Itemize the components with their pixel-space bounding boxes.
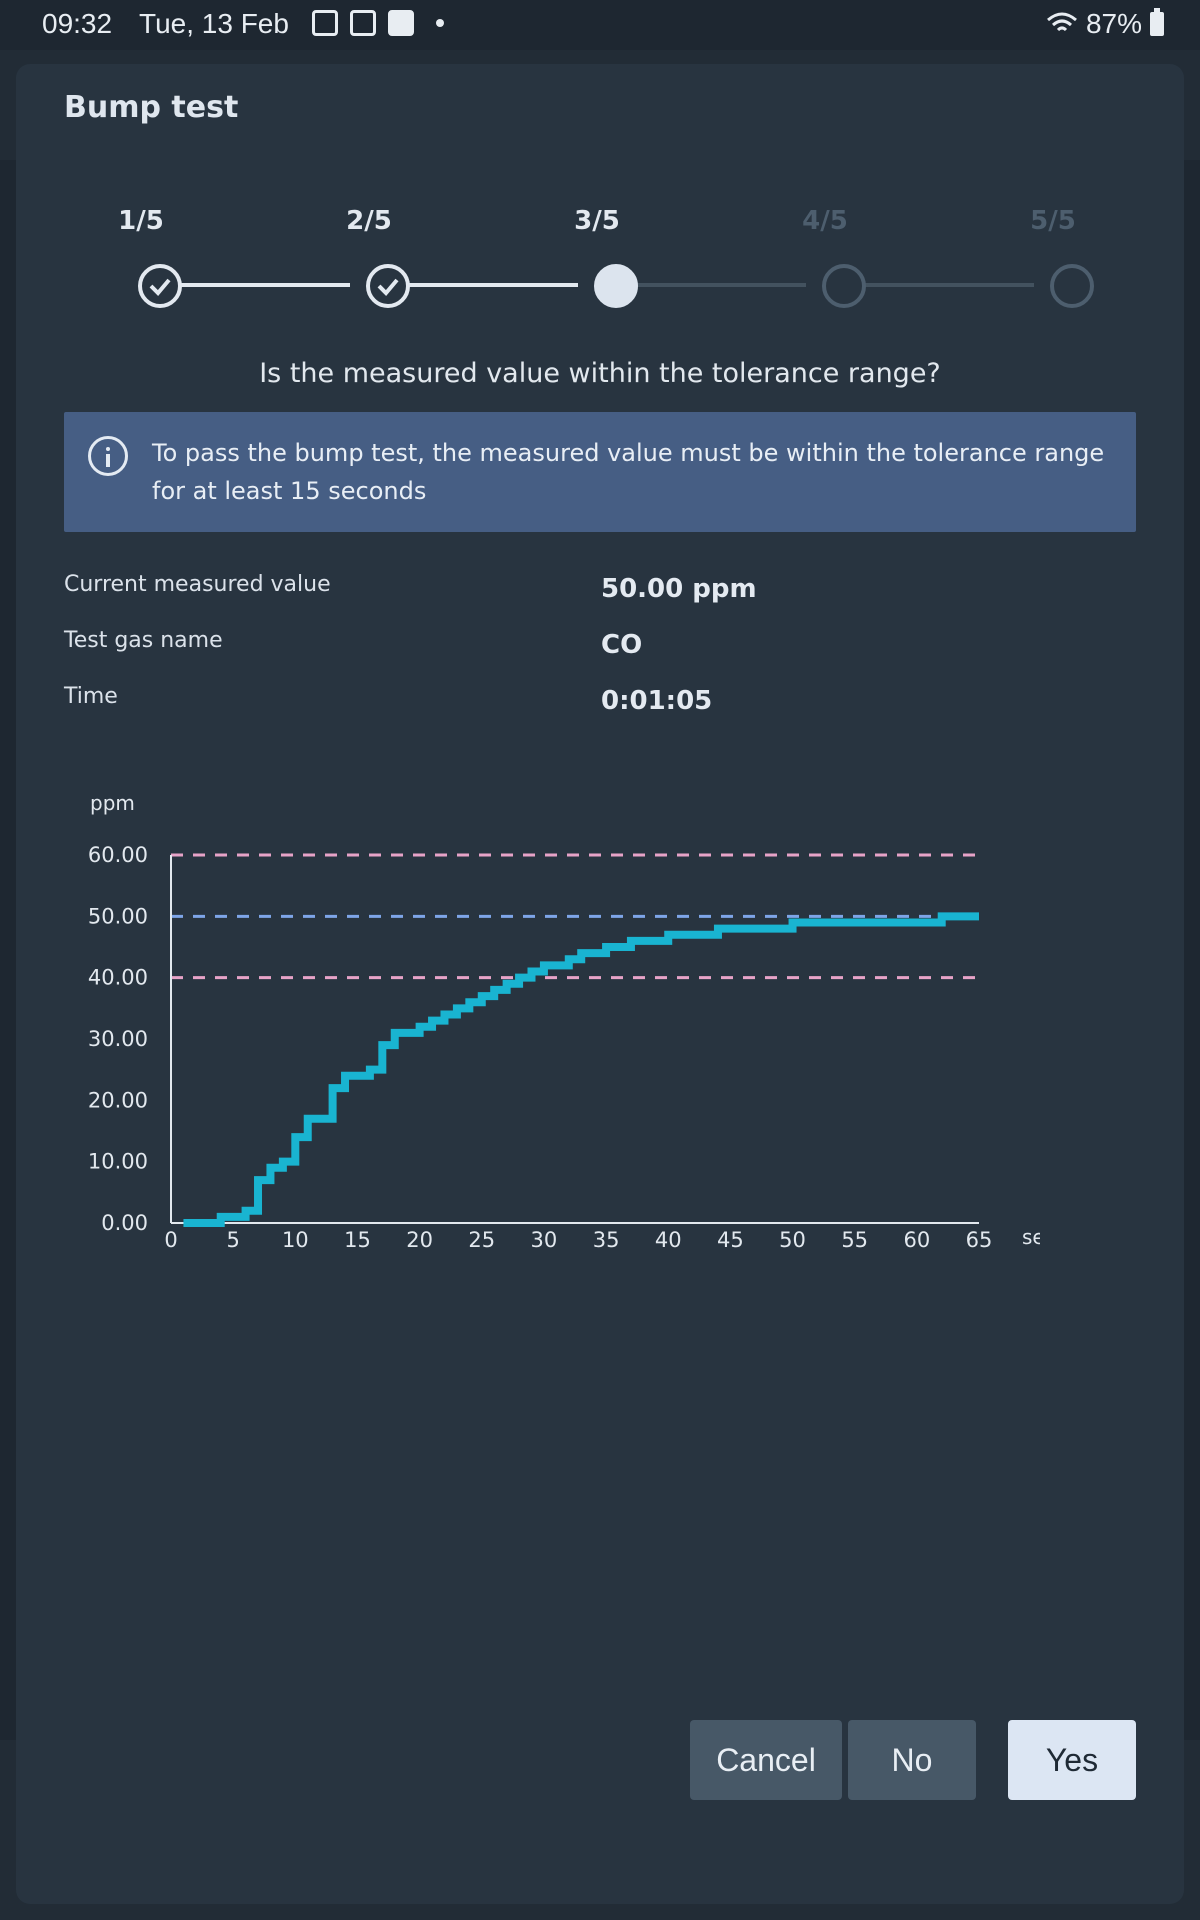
- x-tick-label: 50: [779, 1228, 806, 1252]
- chart-axes: [170, 855, 979, 1224]
- gas-name-label: Test gas name: [64, 628, 223, 653]
- current-value-label: Current measured value: [64, 572, 331, 597]
- y-tick-label: 10.00: [88, 1150, 148, 1174]
- x-tick-label: 60: [903, 1228, 930, 1252]
- checkmark-icon: [377, 278, 399, 296]
- y-tick-label: 20.00: [88, 1088, 148, 1112]
- time-label: Time: [64, 684, 118, 709]
- status-time: 09:32: [42, 8, 113, 39]
- dialog-title: Bump test: [64, 90, 239, 125]
- step-circle-5: [1050, 264, 1094, 308]
- dot-icon: [436, 19, 444, 27]
- step-connector-3: [616, 283, 806, 287]
- y-tick-label: 40.00: [88, 966, 148, 990]
- cancel-button[interactable]: Cancel: [690, 1720, 842, 1800]
- step-connector-2: [388, 283, 578, 287]
- status-date: Tue, 13 Feb: [139, 8, 289, 39]
- y-ticks: 0.00 10.00 20.00 30.00 40.00 50.00 60.00: [88, 843, 148, 1235]
- stepper: 1/5 2/5 3/5 4/5 5/5: [16, 64, 1184, 324]
- x-tick-label: 20: [406, 1228, 433, 1252]
- yes-button[interactable]: Yes: [1008, 1720, 1136, 1800]
- step-circle-1: [138, 264, 182, 308]
- measurement-chart: ppm sec 0.00 10.00 20.00 30.00 40.00 50.00 60.…: [88, 791, 1040, 1252]
- x-tick-label: 5: [226, 1228, 239, 1252]
- checkmark-icon: [149, 278, 171, 296]
- current-value: 50.00 ppm: [601, 574, 757, 604]
- x-tick-label: 55: [841, 1228, 868, 1252]
- reference-lines: [171, 853, 979, 980]
- x-ticks: 0 5 10 15 20 25 30 35 40 45 50 55 60 65: [164, 1228, 992, 1252]
- step-connector-1: [160, 283, 350, 287]
- document-search-icon: [350, 10, 376, 36]
- x-tick-label: 25: [468, 1228, 495, 1252]
- step-connector-4: [844, 283, 1034, 287]
- step-circle-4: [822, 264, 866, 308]
- x-tick-label: 40: [655, 1228, 682, 1252]
- info-box: To pass the bump test, the measured valu…: [64, 412, 1136, 532]
- step-circle-3: [594, 264, 638, 308]
- status-bar: 09:32 Tue, 13 Feb 87%: [0, 0, 1200, 50]
- status-notification-icons: [312, 10, 444, 36]
- y-axis-label: ppm: [90, 791, 135, 815]
- step-circle-2: [366, 264, 410, 308]
- step-label-1: 1/5: [118, 206, 164, 236]
- y-tick-label: 0.00: [101, 1211, 148, 1235]
- x-tick-label: 10: [282, 1228, 309, 1252]
- status-system-icons: 87%: [1046, 8, 1164, 40]
- time-value: 0:01:05: [601, 686, 713, 716]
- no-button[interactable]: No: [848, 1720, 976, 1800]
- info-text: To pass the bump test, the measured valu…: [152, 439, 1105, 505]
- battery-percentage: 87%: [1085, 8, 1142, 39]
- y-tick-label: 50.00: [88, 904, 148, 928]
- checkbox-icon: [388, 10, 414, 36]
- question-text: Is the measured value within the toleran…: [259, 358, 941, 389]
- x-axis-label: sec: [1022, 1225, 1040, 1249]
- x-tick-label: 65: [966, 1228, 993, 1252]
- x-tick-label: 45: [717, 1228, 744, 1252]
- battery-icon: [1150, 8, 1164, 36]
- y-tick-label: 60.00: [88, 843, 148, 867]
- x-tick-label: 30: [531, 1228, 558, 1252]
- x-tick-label: 0: [164, 1228, 177, 1252]
- gas-name-value: CO: [601, 630, 643, 660]
- x-tick-label: 15: [344, 1228, 371, 1252]
- bump-test-dialog: Bump test 1/5 2/5 3/5 4/5 5/5 Is the mea…: [16, 64, 1184, 1904]
- step-label-5: 5/5: [1030, 206, 1076, 236]
- wifi-icon: [1046, 12, 1077, 32]
- step-label-4: 4/5: [802, 206, 848, 236]
- image-icon: [312, 10, 338, 36]
- info-icon: [88, 436, 128, 476]
- x-tick-label: 35: [593, 1228, 620, 1252]
- y-tick-label: 30.00: [88, 1027, 148, 1051]
- measured-value-line: [183, 912, 979, 1227]
- step-label-3: 3/5: [574, 206, 620, 236]
- step-label-2: 2/5: [346, 206, 392, 236]
